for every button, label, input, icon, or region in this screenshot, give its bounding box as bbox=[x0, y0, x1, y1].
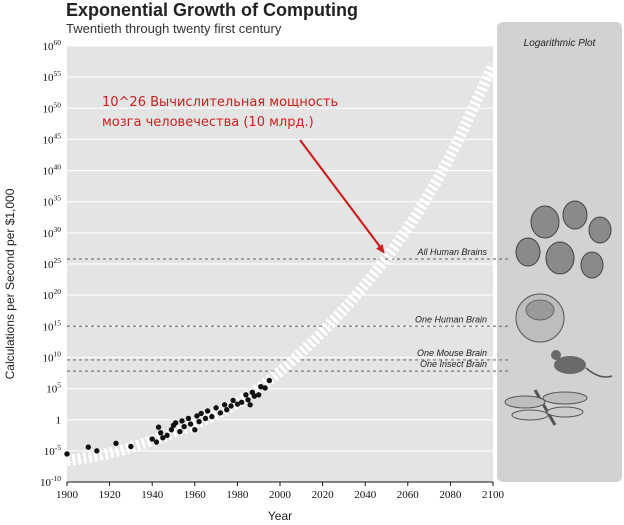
y-tick-label: 10-10 bbox=[40, 474, 61, 489]
y-tick-label: 1055 bbox=[43, 69, 62, 84]
y-axis-title: Calculations per Second per $1,000 bbox=[3, 188, 17, 379]
trend-band bbox=[66, 62, 499, 467]
data-point bbox=[256, 392, 262, 398]
x-tick-label: 1920 bbox=[99, 489, 122, 501]
data-points bbox=[64, 377, 273, 457]
reference-line-label: One Mouse Brain bbox=[417, 348, 487, 358]
x-tick-label: 2000 bbox=[269, 489, 292, 501]
data-point bbox=[168, 426, 175, 433]
x-axis-title: Year bbox=[268, 509, 292, 523]
data-point bbox=[247, 402, 253, 408]
data-point bbox=[94, 448, 100, 454]
reference-line-label: One Human Brain bbox=[415, 314, 487, 324]
data-point bbox=[192, 426, 198, 433]
y-tick-label: 1035 bbox=[43, 194, 62, 209]
x-tick-label: 1900 bbox=[56, 489, 79, 501]
data-point bbox=[113, 440, 119, 447]
reference-line-label: One Insect Brain bbox=[420, 359, 487, 369]
data-point bbox=[228, 403, 234, 409]
chart-title: Exponential Growth of Computing bbox=[66, 0, 358, 20]
data-point bbox=[217, 410, 224, 416]
data-point bbox=[245, 397, 251, 403]
data-point bbox=[221, 402, 228, 408]
mouse-illustration bbox=[551, 350, 613, 378]
data-point bbox=[230, 397, 236, 404]
data-point bbox=[177, 428, 183, 435]
reference-line-label: All Human Brains bbox=[416, 247, 487, 257]
data-point bbox=[179, 418, 185, 424]
y-tick-label: 1020 bbox=[43, 287, 62, 302]
dragonfly-illustration bbox=[504, 389, 588, 426]
data-point bbox=[164, 432, 170, 438]
y-tick-label: 105 bbox=[46, 381, 61, 396]
data-point bbox=[209, 413, 215, 420]
chart-subtitle: Twentieth through twenty first century bbox=[66, 21, 282, 36]
y-tick-label: 1050 bbox=[43, 100, 62, 115]
annotation-arrow-head bbox=[376, 244, 385, 254]
data-point bbox=[181, 423, 187, 430]
data-point bbox=[187, 421, 194, 427]
data-point bbox=[64, 451, 70, 457]
data-point bbox=[194, 413, 200, 419]
data-point bbox=[224, 407, 230, 413]
x-tick-label: 1940 bbox=[141, 489, 164, 501]
data-point bbox=[198, 410, 204, 417]
y-tick-label: 1010 bbox=[43, 349, 62, 364]
data-point bbox=[213, 405, 219, 411]
data-point bbox=[251, 393, 258, 399]
annotation-text-line2: мозга человечества (10 млрд.) bbox=[102, 115, 314, 130]
y-tick-label: 1025 bbox=[43, 256, 62, 271]
data-point bbox=[185, 415, 192, 422]
data-point bbox=[149, 436, 155, 442]
data-point bbox=[258, 384, 264, 390]
data-point bbox=[158, 430, 164, 436]
y-tick-label: 1060 bbox=[43, 38, 62, 53]
data-point bbox=[172, 420, 179, 426]
y-tick-label: 1040 bbox=[43, 163, 62, 178]
trend-line bbox=[66, 62, 499, 467]
x-tick-label: 1980 bbox=[226, 489, 249, 501]
data-point bbox=[202, 415, 209, 422]
data-point bbox=[238, 399, 245, 405]
y-tick-label: 10-5 bbox=[44, 443, 61, 458]
data-point bbox=[160, 435, 166, 441]
annotation-arrow-shaft bbox=[299, 139, 382, 249]
data-point bbox=[266, 377, 273, 384]
human-brain-illustration bbox=[515, 293, 565, 343]
x-tick-labels: 1900 1920 1940 1960 1980 2000 2020 2040 2060 2080… bbox=[56, 482, 505, 501]
illustrations bbox=[504, 200, 613, 426]
data-point bbox=[204, 408, 211, 414]
y-tick-label: 1015 bbox=[43, 318, 62, 333]
x-tick-label: 2060 bbox=[397, 489, 420, 501]
y-tick-labels: 1060 1055 1050 1045 1040 1035 1030 1025 1020 1015… bbox=[40, 38, 61, 489]
x-tick-label: 2020 bbox=[312, 489, 335, 501]
data-point bbox=[85, 444, 92, 450]
data-point bbox=[128, 443, 134, 450]
human-faces-illustration bbox=[515, 200, 612, 279]
data-point bbox=[155, 424, 162, 430]
annotation-arrow bbox=[299, 139, 385, 254]
x-tick-label: 1960 bbox=[184, 489, 207, 501]
annotation-text-line1: 10^26 Вычислительная мощность bbox=[102, 95, 338, 110]
data-point bbox=[153, 439, 160, 445]
y-tick-label: 1030 bbox=[43, 225, 62, 240]
x-tick-label: 2080 bbox=[439, 489, 462, 501]
y-tick-label: 1045 bbox=[43, 131, 62, 146]
panel-title: Logarithmic Plot bbox=[524, 38, 597, 49]
data-point bbox=[262, 385, 268, 391]
data-point bbox=[196, 418, 202, 425]
y-tick-label: 1 bbox=[56, 415, 62, 427]
data-point bbox=[243, 392, 249, 398]
x-tick-label: 2040 bbox=[354, 489, 377, 501]
data-point bbox=[234, 401, 241, 407]
x-tick-label: 2100 bbox=[482, 489, 505, 501]
reference-lines: All Human Brains One Human Brain One Mouse… bbox=[67, 247, 510, 372]
